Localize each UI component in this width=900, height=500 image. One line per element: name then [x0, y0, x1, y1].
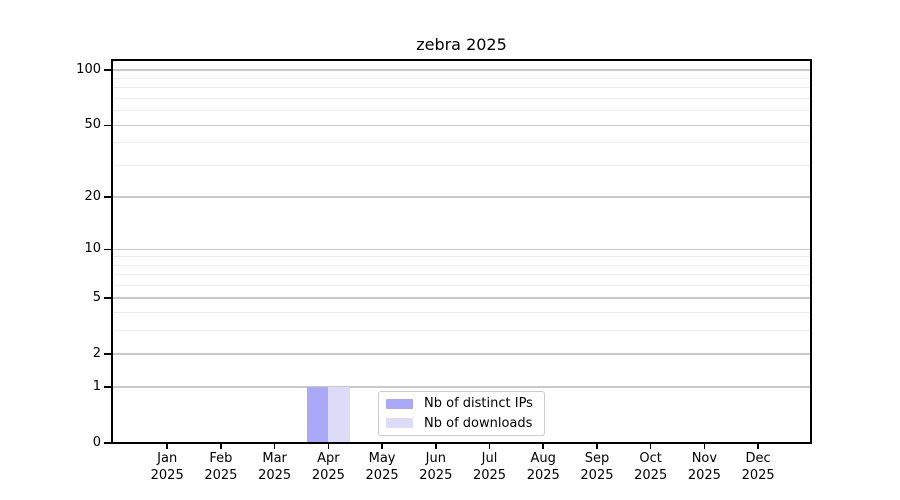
x-tick-mark — [273, 443, 276, 450]
y-tick-label: 10 — [84, 241, 101, 257]
y-tick-label: 0 — [92, 435, 101, 450]
x-tick-label: May 2025 — [365, 451, 399, 483]
left-spine — [111, 59, 113, 444]
chart-title: zebra 2025 — [416, 35, 507, 54]
x-tick-mark — [596, 443, 598, 450]
x-tick-label: Jun 2025 — [419, 451, 453, 483]
y-tick-mark — [104, 69, 111, 71]
x-tick-mark — [381, 443, 383, 450]
legend-swatch-distinct-ips — [386, 398, 413, 409]
top-spine — [111, 59, 812, 61]
y-tick-mark — [104, 196, 111, 198]
y-tick-label: 100 — [76, 62, 101, 78]
x-tick-label: Oct 2025 — [634, 451, 668, 483]
x-tick-mark — [703, 443, 706, 450]
legend-swatch-downloads — [386, 418, 413, 429]
x-tick-label: Sep 2025 — [580, 451, 614, 483]
major-gridline — [112, 353, 811, 355]
minor-gridline — [112, 330, 811, 332]
x-tick-mark — [435, 443, 437, 450]
bar-nb-of-distinct-ips — [306, 386, 329, 443]
bottom-spine — [111, 442, 812, 444]
y-tick-mark — [104, 124, 111, 127]
legend-item-downloads: Nb of downloads — [386, 416, 538, 431]
legend: Nb of distinct IPs Nb of downloads — [378, 391, 545, 436]
minor-gridline — [112, 256, 811, 258]
major-gridline — [112, 196, 811, 198]
major-gridline — [112, 124, 811, 127]
x-tick-label: Nov 2025 — [687, 451, 721, 483]
x-tick-mark — [542, 443, 544, 450]
y-tick-mark — [104, 442, 111, 444]
x-tick-mark — [488, 443, 491, 450]
major-gridline — [112, 248, 811, 251]
x-tick-label: Jul 2025 — [472, 451, 507, 483]
minor-gridline — [112, 285, 811, 287]
y-tick-label: 5 — [92, 290, 101, 306]
y-tick-label: 2 — [92, 346, 101, 362]
major-gridline — [112, 69, 811, 71]
y-tick-mark — [104, 386, 111, 388]
major-gridline — [112, 297, 811, 299]
y-tick-label: 50 — [84, 117, 101, 133]
legend-item-distinct-ips: Nb of distinct IPs — [386, 396, 538, 411]
minor-gridline — [112, 165, 811, 167]
legend-label-downloads: Nb of downloads — [424, 415, 533, 431]
minor-gridline — [112, 312, 811, 314]
legend-label-distinct-ips: Nb of distinct IPs — [424, 396, 533, 412]
x-tick-mark — [166, 443, 168, 450]
x-tick-label: Apr 2025 — [311, 451, 345, 483]
x-tick-label: Dec 2025 — [741, 451, 775, 483]
bar-nb-of-downloads — [328, 386, 350, 443]
minor-gridline — [112, 98, 811, 100]
y-tick-mark — [104, 353, 111, 355]
x-tick-mark — [757, 443, 759, 450]
minor-gridline — [112, 274, 811, 276]
x-tick-label: Mar 2025 — [258, 451, 292, 483]
minor-gridline — [112, 78, 811, 80]
x-tick-label: Jan 2025 — [150, 451, 184, 483]
y-tick-mark — [104, 248, 111, 251]
x-tick-label: Aug 2025 — [526, 451, 560, 483]
major-gridline — [112, 386, 811, 388]
y-tick-label: 20 — [84, 189, 101, 205]
right-spine — [810, 59, 812, 444]
x-tick-mark — [649, 443, 652, 450]
minor-gridline — [112, 110, 811, 112]
y-tick-label: 1 — [92, 378, 101, 394]
x-tick-label: Feb 2025 — [204, 451, 238, 483]
minor-gridline — [112, 87, 811, 89]
x-tick-mark — [220, 443, 222, 450]
minor-gridline — [112, 264, 811, 266]
minor-gridline — [112, 142, 811, 144]
plot-area: Nb of distinct IPs Nb of downloads — [111, 59, 812, 444]
y-tick-mark — [104, 297, 111, 299]
x-tick-mark — [327, 443, 330, 450]
